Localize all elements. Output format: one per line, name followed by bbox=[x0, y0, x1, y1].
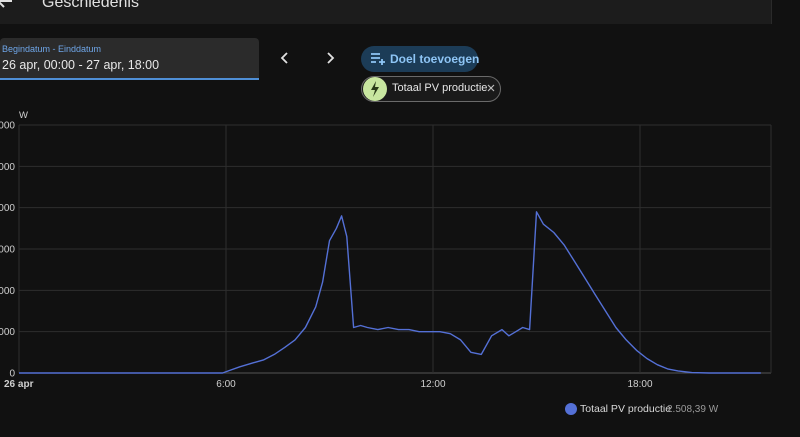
legend-color-dot bbox=[565, 403, 577, 415]
back-arrow-icon[interactable] bbox=[0, 0, 16, 12]
date-range-picker[interactable]: Begindatum - Einddatum 26 apr, 00:00 - 2… bbox=[0, 38, 259, 80]
next-period-button[interactable] bbox=[320, 48, 340, 68]
x-tick-label: 12:00 bbox=[420, 379, 445, 390]
date-range-label: Begindatum - Einddatum bbox=[2, 44, 102, 54]
series-lines bbox=[19, 211, 761, 374]
y-tick-label: 5.000 bbox=[0, 162, 15, 173]
y-tick-label: 6.000 bbox=[0, 121, 15, 132]
page-title: Geschiedenis bbox=[42, 0, 139, 11]
previous-period-button[interactable] bbox=[275, 48, 295, 68]
series-line-totaal-pv-productie bbox=[19, 211, 761, 374]
history-chart: 0 1.000 2.000 3.000 4.000 5.000 6.000 26 apr 6:… bbox=[0, 110, 772, 390]
x-tick-label: 18:00 bbox=[627, 379, 652, 390]
y-axis-ticks: 0 1.000 2.000 3.000 4.000 5.000 6.000 bbox=[0, 121, 15, 380]
y-tick-label: 3.000 bbox=[0, 245, 15, 256]
playlist-add-icon bbox=[371, 53, 385, 65]
remove-target-icon[interactable] bbox=[486, 83, 496, 93]
top-app-bar: Geschiedenis bbox=[0, 0, 772, 24]
x-axis-ticks: 26 apr 6:00 12:00 18:00 bbox=[4, 379, 653, 390]
y-axis-label: W bbox=[19, 110, 28, 121]
add-target-button[interactable]: Doel toevoegen bbox=[361, 46, 480, 72]
x-tick-label: 26 apr bbox=[4, 379, 34, 390]
chip-avatar bbox=[363, 77, 387, 101]
chevron-left-icon bbox=[280, 52, 288, 64]
lightning-bolt-icon bbox=[371, 81, 379, 97]
chevron-right-icon bbox=[327, 52, 335, 64]
chart-grid bbox=[18, 124, 772, 374]
legend-current-value: 2.508,39 W bbox=[667, 403, 719, 415]
add-target-label: Doel toevoegen bbox=[390, 52, 480, 66]
legend-series-name: Totaal PV productie bbox=[580, 403, 672, 415]
y-tick-label: 0 bbox=[9, 369, 15, 380]
y-tick-label: 4.000 bbox=[0, 203, 15, 214]
x-tick-label: 6:00 bbox=[216, 379, 236, 390]
date-range-value: 26 apr, 00:00 - 27 apr, 18:00 bbox=[2, 58, 160, 72]
y-tick-label: 2.000 bbox=[0, 286, 15, 297]
y-tick-label: 1.000 bbox=[0, 327, 15, 338]
target-chip: Totaal PV productie bbox=[361, 76, 501, 102]
target-chip-label: Totaal PV productie bbox=[392, 82, 488, 94]
